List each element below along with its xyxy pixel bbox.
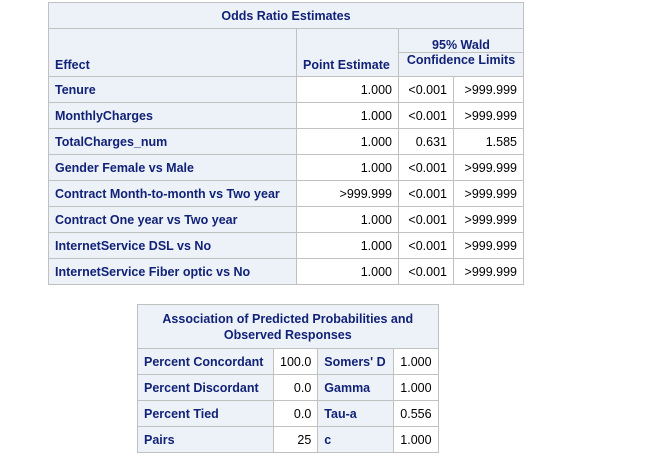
statistic-label: Percent Discordant bbox=[137, 374, 274, 401]
table-row: Percent Concordant 100.0 Somers' D 1.000 bbox=[137, 348, 439, 375]
upper-limit-value: >999.999 bbox=[453, 76, 524, 103]
statistic-label: Percent Concordant bbox=[137, 348, 274, 375]
effect-label: InternetService Fiber optic vs No bbox=[48, 258, 297, 285]
point-estimate-value: >999.999 bbox=[296, 180, 399, 207]
table-row: InternetService Fiber optic vs No 1.000 … bbox=[48, 258, 524, 285]
effect-label: InternetService DSL vs No bbox=[48, 232, 297, 259]
table-row: Tenure 1.000 <0.001 >999.999 bbox=[48, 76, 524, 103]
point-estimate-column-header: Point Estimate bbox=[296, 28, 399, 77]
effect-label: Tenure bbox=[48, 76, 297, 103]
point-estimate-value: 1.000 bbox=[296, 76, 399, 103]
statistic-value: 0.556 bbox=[393, 400, 439, 427]
lower-limit-value: <0.001 bbox=[398, 232, 454, 259]
statistic-value: 100.0 bbox=[272, 348, 319, 375]
table-row: Contract One year vs Two year 1.000 <0.0… bbox=[48, 206, 524, 233]
effect-label: Gender Female vs Male bbox=[48, 154, 297, 181]
lower-limit-value: <0.001 bbox=[398, 102, 454, 129]
association-title-line2: Observed Responses bbox=[223, 327, 352, 342]
lower-limit-value: <0.001 bbox=[398, 154, 454, 181]
table-row: Percent Discordant 0.0 Gamma 1.000 bbox=[137, 374, 439, 401]
statistic-label: Percent Tied bbox=[137, 400, 274, 427]
odds-ratio-estimates-table: Odds Ratio Estimates Effect Point Estima… bbox=[48, 2, 524, 285]
upper-limit-value: >999.999 bbox=[453, 232, 524, 259]
statistic-value: 0.0 bbox=[272, 400, 319, 427]
upper-limit-value: >999.999 bbox=[453, 180, 524, 207]
statistic-label: Tau-a bbox=[317, 400, 395, 427]
association-title-line1: Association of Predicted Probabilities a… bbox=[162, 311, 414, 326]
association-table-title: Association of Predicted Probabilities a… bbox=[137, 304, 439, 349]
statistic-label: Pairs bbox=[137, 426, 274, 453]
lower-limit-value: <0.001 bbox=[398, 180, 454, 207]
upper-limit-value: 1.585 bbox=[453, 128, 524, 155]
table-row: Percent Tied 0.0 Tau-a 0.556 bbox=[137, 400, 439, 427]
point-estimate-value: 1.000 bbox=[296, 128, 399, 155]
upper-limit-value: >999.999 bbox=[453, 258, 524, 285]
statistic-value: 1.000 bbox=[393, 348, 439, 375]
table-row: Gender Female vs Male 1.000 <0.001 >999.… bbox=[48, 154, 524, 181]
table-row: Contract Month-to-month vs Two year >999… bbox=[48, 180, 524, 207]
point-estimate-value: 1.000 bbox=[296, 154, 399, 181]
statistic-label: Somers' D bbox=[317, 348, 395, 375]
lower-limit-value: 0.631 bbox=[398, 128, 454, 155]
table-row: TotalCharges_num 1.000 0.631 1.585 bbox=[48, 128, 524, 155]
statistic-value: 0.0 bbox=[272, 374, 319, 401]
statistic-label: c bbox=[317, 426, 395, 453]
lower-limit-value: <0.001 bbox=[398, 76, 454, 103]
statistic-label: Gamma bbox=[317, 374, 395, 401]
effect-column-header: Effect bbox=[48, 28, 297, 77]
upper-limit-value: >999.999 bbox=[453, 154, 524, 181]
effect-label: MonthlyCharges bbox=[48, 102, 297, 129]
table-row: InternetService DSL vs No 1.000 <0.001 >… bbox=[48, 232, 524, 259]
statistic-value: 1.000 bbox=[393, 374, 439, 401]
table-row: MonthlyCharges 1.000 <0.001 >999.999 bbox=[48, 102, 524, 129]
statistic-value: 25 bbox=[272, 426, 319, 453]
effect-label: Contract Month-to-month vs Two year bbox=[48, 180, 297, 207]
effect-label: TotalCharges_num bbox=[48, 128, 297, 155]
table-row: Pairs 25 c 1.000 bbox=[137, 426, 439, 453]
wald-ci-header-line2: Confidence Limits bbox=[398, 52, 524, 77]
lower-limit-value: <0.001 bbox=[398, 206, 454, 233]
upper-limit-value: >999.999 bbox=[453, 102, 524, 129]
point-estimate-value: 1.000 bbox=[296, 102, 399, 129]
statistic-value: 1.000 bbox=[393, 426, 439, 453]
effect-label: Contract One year vs Two year bbox=[48, 206, 297, 233]
lower-limit-value: <0.001 bbox=[398, 258, 454, 285]
odds-ratio-table-title: Odds Ratio Estimates bbox=[48, 2, 524, 29]
upper-limit-value: >999.999 bbox=[453, 206, 524, 233]
association-table: Association of Predicted Probabilities a… bbox=[137, 304, 439, 453]
wald-ci-header-line1: 95% Wald bbox=[398, 28, 524, 53]
point-estimate-value: 1.000 bbox=[296, 258, 399, 285]
point-estimate-value: 1.000 bbox=[296, 232, 399, 259]
point-estimate-value: 1.000 bbox=[296, 206, 399, 233]
